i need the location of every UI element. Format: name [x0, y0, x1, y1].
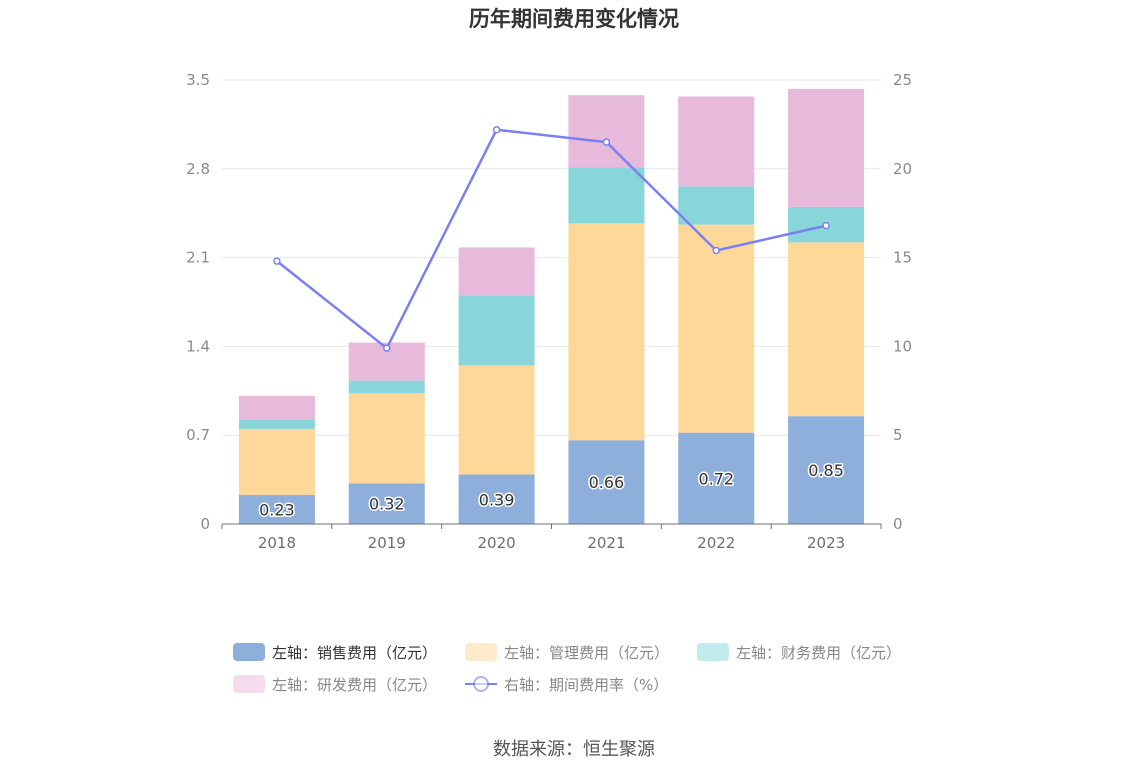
- bar-segment: [678, 186, 755, 225]
- y-left-tick-label: 0: [200, 515, 210, 533]
- bar-segment: [348, 380, 425, 394]
- legend-item[interactable]: 右轴：期间费用率（%）: [465, 676, 668, 694]
- bar-segment: [348, 483, 425, 524]
- bar-value-label: 0.85: [808, 461, 844, 480]
- x-tick-label: 2020: [477, 534, 515, 552]
- y-right-tick-label: 15: [893, 249, 912, 267]
- y-left-tick-label: 2.1: [186, 249, 210, 267]
- bar-value-label: 0.66: [589, 473, 625, 492]
- bar-segment: [238, 428, 315, 495]
- bar-value-label: 0.23: [259, 500, 295, 519]
- legend-label: 左轴：研发费用（亿元）: [272, 676, 437, 694]
- x-tick-label: 2019: [368, 534, 406, 552]
- legend-item[interactable]: 左轴：销售费用（亿元）: [233, 643, 437, 662]
- y-right-tick-label: 10: [893, 337, 912, 355]
- legend[interactable]: 左轴：销售费用（亿元） 左轴：管理费用（亿元） 左轴：财务费用（亿元） 左轴：研发费用…: [233, 643, 901, 694]
- bar-segment: [348, 393, 425, 484]
- bar-segment: [568, 223, 645, 441]
- bar-segment: [458, 365, 535, 475]
- bar-segment: [678, 224, 755, 433]
- y-right-tick-label: 25: [893, 71, 912, 89]
- bars: [238, 88, 865, 524]
- legend-label: 右轴：期间费用率（%）: [504, 676, 668, 694]
- source-note: 数据来源：恒生聚源: [493, 739, 655, 760]
- bar-segment: [238, 395, 315, 420]
- legend-label: 左轴：财务费用（亿元）: [736, 644, 901, 662]
- bar-segment: [458, 247, 535, 296]
- bar-segment: [568, 95, 645, 168]
- y-left-tick-label: 1.4: [186, 337, 210, 355]
- y-right-tick-label: 5: [893, 426, 903, 444]
- bar-segment: [788, 416, 865, 524]
- rate-line: [273, 125, 830, 352]
- rate-point: [602, 138, 611, 146]
- rate-point: [492, 125, 501, 134]
- bar-segment: [678, 432, 755, 524]
- bar-segment: [788, 88, 865, 207]
- rate-point: [822, 221, 830, 230]
- legend-swatch-icon: [233, 675, 265, 693]
- legend-label: 左轴：销售费用（亿元）: [272, 644, 437, 662]
- legend-item[interactable]: 左轴：财务费用（亿元）: [697, 643, 901, 662]
- chart-title: 历年期间费用变化情况: [469, 7, 679, 31]
- bar-segment: [678, 96, 755, 187]
- bar-value-label: 0.72: [698, 469, 734, 488]
- bar-labels: 0.23 0.32 0.39 0.66 0.72 0.85: [258, 460, 846, 521]
- x-tick-label: 2018: [258, 534, 296, 552]
- legend-swatch-icon: [465, 643, 497, 661]
- legend-item[interactable]: 左轴：管理费用（亿元）: [465, 643, 669, 662]
- y-left-tick-label: 3.5: [186, 71, 210, 89]
- bar-segment: [238, 494, 315, 524]
- grid: [222, 79, 881, 436]
- bar-value-label: 0.32: [369, 495, 405, 514]
- y-left-tick-label: 2.8: [186, 160, 210, 178]
- x-tick-label: 2023: [807, 534, 845, 552]
- x-tick-label: 2021: [587, 534, 625, 552]
- legend-item[interactable]: 左轴：研发费用（亿元）: [233, 675, 437, 694]
- legend-swatch-icon: [697, 643, 729, 661]
- axes: 0 0 0.7 5 1.4 10 2.1 15 2.8 20 3.5 25 2018 2019 2020 20…: [186, 71, 912, 552]
- legend-label: 左轴：管理费用（亿元）: [504, 644, 669, 662]
- bar-segment: [568, 167, 645, 224]
- bar-segment: [458, 295, 535, 366]
- bar-segment: [788, 242, 865, 417]
- bar-segment: [458, 474, 535, 524]
- rate-point: [273, 257, 281, 265]
- x-tick-label: 2022: [697, 534, 735, 552]
- bar-segment: [568, 440, 645, 524]
- y-left-tick-label: 0.7: [186, 426, 210, 444]
- legend-swatch-icon: [233, 643, 265, 661]
- y-right-tick-label: 0: [893, 515, 903, 533]
- y-right-tick-label: 20: [893, 160, 912, 178]
- bar-segment: [238, 419, 315, 429]
- rate-line-path: [276, 128, 827, 351]
- rate-point: [712, 246, 720, 255]
- bar-value-label: 0.39: [479, 490, 515, 509]
- legend-circle-icon: [473, 676, 489, 692]
- rate-point: [383, 344, 391, 352]
